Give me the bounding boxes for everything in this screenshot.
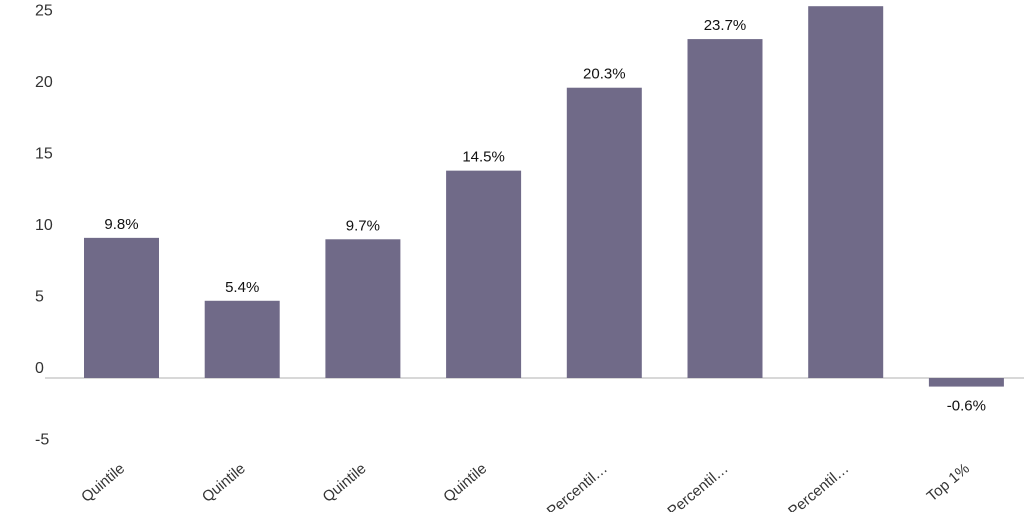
y-tick-label: 5 bbox=[35, 289, 44, 306]
x-tick-label: Quintile bbox=[320, 460, 370, 506]
x-tick-label: Quintile bbox=[78, 460, 128, 506]
y-tick-label: 20 bbox=[35, 74, 53, 91]
x-tick-label: Percentil… bbox=[544, 460, 611, 512]
data-label: 9.7% bbox=[346, 217, 380, 234]
y-tick-label: 15 bbox=[35, 146, 53, 163]
y-tick-label: 10 bbox=[35, 217, 53, 234]
bar bbox=[325, 239, 401, 378]
data-label: 23.7% bbox=[704, 17, 747, 34]
x-tick-label: Percentil… bbox=[785, 460, 852, 512]
bar bbox=[84, 237, 159, 378]
y-tick-label: -5 bbox=[35, 432, 49, 449]
data-label: -0.6% bbox=[947, 398, 986, 415]
x-tick-label: Top 1% bbox=[924, 460, 973, 505]
x-tick-label: Quintile bbox=[440, 460, 490, 506]
bar bbox=[808, 6, 884, 378]
x-tick-label: Percentil… bbox=[664, 460, 731, 512]
data-label: 14.5% bbox=[462, 149, 505, 166]
data-label: 9.8% bbox=[104, 216, 138, 233]
data-label: 20.3% bbox=[583, 66, 626, 83]
bar bbox=[928, 378, 1004, 387]
bar bbox=[566, 87, 642, 379]
y-tick-label: 25 bbox=[35, 3, 53, 20]
y-tick-label: 0 bbox=[35, 360, 44, 377]
x-tick-label: Quintile bbox=[199, 460, 249, 506]
bar bbox=[687, 39, 763, 379]
bar bbox=[446, 170, 522, 378]
bar bbox=[204, 300, 280, 378]
data-label: 5.4% bbox=[225, 279, 259, 296]
